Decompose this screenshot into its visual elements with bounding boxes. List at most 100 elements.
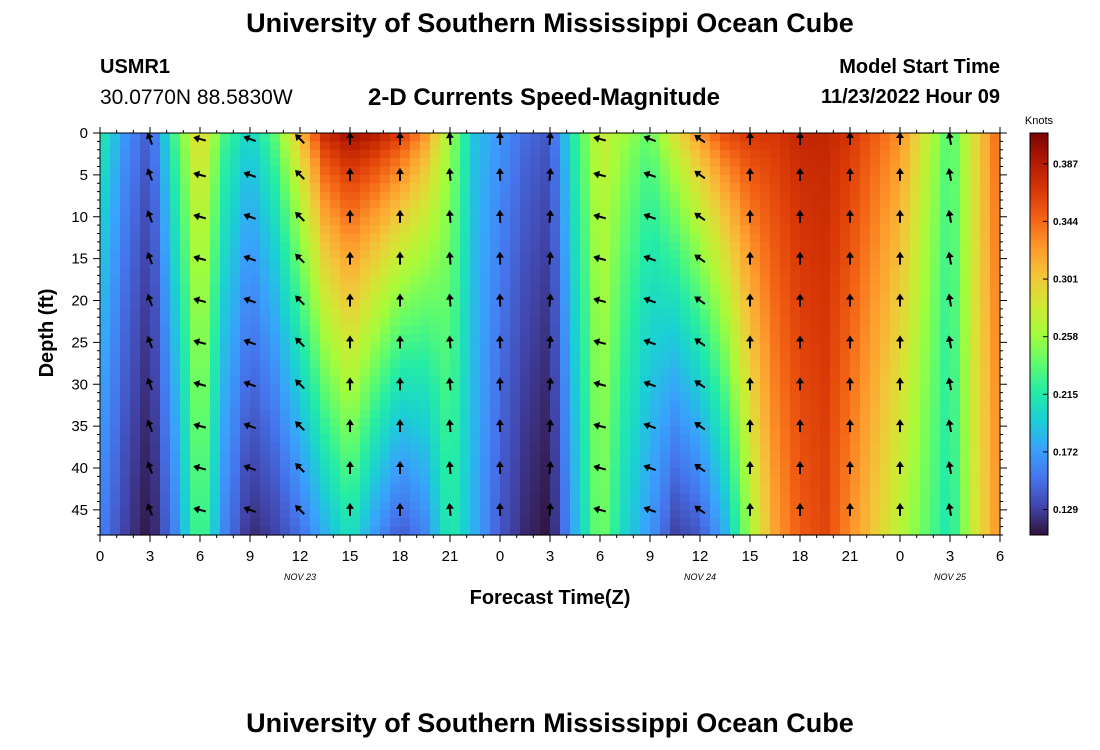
heatmap-cell <box>290 308 301 318</box>
heatmap-cell <box>750 317 761 327</box>
current-arrow <box>243 212 256 221</box>
heatmap-cell <box>170 149 181 159</box>
heatmap-cell <box>990 384 1001 394</box>
heatmap-cell <box>770 334 781 343</box>
heatmap-cell <box>980 141 991 151</box>
heatmap-cell <box>560 459 571 469</box>
heatmap-cell <box>160 451 171 461</box>
heatmap-cell <box>320 417 331 427</box>
heatmap-cell <box>920 375 931 385</box>
heatmap-cell <box>500 426 511 436</box>
heatmap-cell <box>930 233 941 243</box>
heatmap-cell <box>910 392 921 402</box>
heatmap-cell <box>670 501 681 511</box>
heatmap-cell <box>480 409 491 419</box>
heatmap-cell <box>670 283 681 293</box>
heatmap-cell <box>580 133 591 142</box>
heatmap-cell <box>390 417 401 427</box>
heatmap-cell <box>700 275 711 285</box>
heatmap-cell <box>740 451 751 461</box>
heatmap-cell <box>230 459 241 469</box>
heatmap-cell <box>910 518 921 528</box>
heatmap-cell <box>240 350 251 360</box>
heatmap-cell <box>740 442 751 452</box>
heatmap-cell <box>300 225 311 235</box>
heatmap-cell <box>780 216 791 226</box>
heatmap-cell <box>790 166 801 176</box>
x-tick-label: 12 <box>692 548 709 565</box>
heatmap-cell <box>500 367 511 377</box>
heatmap-cell <box>350 325 361 335</box>
heatmap-cell <box>400 174 411 184</box>
heatmap-cell <box>980 216 991 226</box>
heatmap-cell <box>690 241 701 251</box>
heatmap-cell <box>620 300 631 310</box>
heatmap-cell <box>580 141 591 151</box>
heatmap-cell <box>510 493 521 503</box>
heatmap-cell <box>260 141 271 151</box>
heatmap-cell <box>700 359 711 369</box>
heatmap-cell <box>580 518 591 528</box>
heatmap-cell <box>300 317 311 327</box>
heatmap-cell <box>820 468 831 477</box>
heatmap-cell <box>570 501 581 511</box>
heatmap-cell <box>470 484 481 494</box>
heatmap-cell <box>580 434 591 444</box>
heatmap-cell <box>570 350 581 360</box>
heatmap-cell <box>160 267 171 276</box>
heatmap-cell <box>740 149 751 159</box>
heatmap-cell <box>250 317 261 327</box>
heatmap-cell <box>330 468 341 477</box>
heatmap-cell <box>190 518 201 528</box>
heatmap-cell <box>370 283 381 293</box>
heatmap-cell <box>850 267 861 276</box>
heatmap-cell <box>350 308 361 318</box>
heatmap-cell <box>850 241 861 251</box>
heatmap-cell <box>850 166 861 176</box>
heatmap-cell <box>750 493 761 503</box>
heatmap-cell <box>660 367 671 377</box>
heatmap-cell <box>490 375 501 385</box>
heatmap-cell <box>130 526 141 536</box>
heatmap-cell <box>740 275 751 285</box>
heatmap-cell <box>960 501 971 511</box>
heatmap-cell <box>440 526 451 536</box>
heatmap-cell <box>930 300 941 310</box>
heatmap-cell <box>440 308 451 318</box>
heatmap-cell <box>650 225 661 235</box>
heatmap-cell <box>810 442 821 452</box>
heatmap-cell <box>240 200 251 209</box>
heatmap-cell <box>870 275 881 285</box>
heatmap-cell <box>780 526 791 536</box>
heatmap-cell <box>560 283 571 293</box>
current-arrow <box>396 335 404 349</box>
heatmap-cell <box>380 484 391 494</box>
heatmap-cell <box>310 208 321 218</box>
heatmap-cell <box>350 250 361 260</box>
heatmap-cell <box>190 367 201 377</box>
heatmap-cell <box>910 133 921 142</box>
heatmap-cell <box>450 308 461 318</box>
heatmap-cell <box>180 149 191 159</box>
heatmap-cell <box>990 509 1001 519</box>
heatmap-cell <box>440 325 451 335</box>
heatmap-cell <box>870 476 881 486</box>
current-arrow <box>295 134 305 144</box>
heatmap-cell <box>750 526 761 536</box>
heatmap-cell <box>460 174 471 184</box>
heatmap-cell <box>790 141 801 151</box>
current-arrow <box>593 254 607 263</box>
heatmap-cell <box>280 133 291 142</box>
heatmap-cell <box>490 350 501 360</box>
heatmap-cell <box>820 384 831 394</box>
heatmap-cell <box>930 426 941 436</box>
heatmap-cell <box>860 158 871 168</box>
heatmap-cell <box>800 141 811 151</box>
heatmap-cell <box>700 459 711 469</box>
heatmap-cell <box>820 133 831 142</box>
heatmap-cell <box>130 158 141 168</box>
heatmap-cell <box>890 451 901 461</box>
heatmap-cell <box>380 476 391 486</box>
heatmap-cell <box>140 258 151 268</box>
heatmap-cell <box>510 434 521 444</box>
